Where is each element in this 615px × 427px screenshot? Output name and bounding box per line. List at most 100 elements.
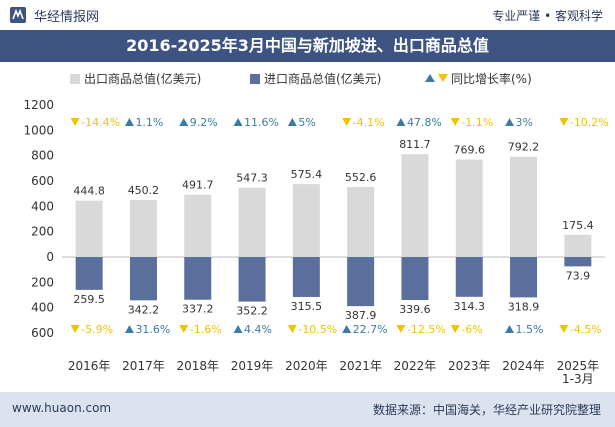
export-growth-label: -1.1% bbox=[461, 116, 493, 129]
legend-growth-label: 同比增长率(%) bbox=[451, 72, 532, 86]
legend: 出口商品总值(亿美元) 进口商品总值(亿美元) 同比增长率(%) bbox=[0, 66, 615, 90]
export-growth-arrow-icon bbox=[559, 118, 569, 126]
import-growth-label: 4.4% bbox=[244, 323, 272, 336]
legend-export-label: 出口商品总值(亿美元) bbox=[84, 72, 202, 86]
export-value-label: 450.2 bbox=[128, 184, 160, 197]
y-tick-label: 800 bbox=[31, 149, 54, 163]
export-growth-label: -10.2% bbox=[570, 116, 609, 129]
top-bar: 华经情报网 专业严谨 • 客观科学 bbox=[0, 0, 615, 30]
import-value-label: 342.2 bbox=[128, 303, 160, 316]
export-bar bbox=[238, 187, 266, 257]
import-bar bbox=[184, 257, 212, 300]
export-value-label: 575.4 bbox=[291, 168, 323, 181]
import-value-label: 314.3 bbox=[454, 300, 486, 313]
export-value-label: 769.6 bbox=[454, 144, 486, 157]
import-growth-label: -12.5% bbox=[407, 323, 446, 336]
import-growth-label: -10.5% bbox=[298, 323, 337, 336]
footer-source: 数据来源：中国海关，华经产业研究院整理 bbox=[372, 403, 601, 417]
export-bar bbox=[184, 194, 212, 257]
import-growth-arrow-icon bbox=[179, 325, 189, 333]
import-value-label: 318.9 bbox=[508, 300, 540, 313]
x-tick-label: 2019年 bbox=[231, 359, 274, 373]
export-growth-label: 3% bbox=[516, 116, 533, 129]
x-tick-label: 2020年 bbox=[285, 359, 328, 373]
import-bar bbox=[75, 257, 103, 290]
x-tick-label: 2025年 bbox=[557, 359, 600, 373]
legend-import-swatch bbox=[250, 74, 260, 84]
import-bar bbox=[292, 257, 320, 297]
export-growth-arrow-icon bbox=[396, 118, 406, 126]
import-bar bbox=[455, 257, 483, 297]
footer: www.huaon.com 数据来源：中国海关，华经产业研究院整理 bbox=[0, 392, 615, 427]
export-growth-arrow-icon bbox=[505, 118, 515, 126]
export-value-label: 552.6 bbox=[345, 171, 377, 184]
x-tick-label: 2024年 bbox=[502, 359, 545, 373]
import-growth-label: -4.5% bbox=[570, 323, 602, 336]
export-value-label: 444.8 bbox=[73, 185, 105, 198]
import-value-label: 352.2 bbox=[236, 305, 268, 318]
import-value-label: 315.5 bbox=[291, 300, 323, 313]
y-tick-label: 400 bbox=[31, 199, 54, 213]
y-tick-label: 200 bbox=[31, 225, 54, 239]
export-growth-label: -4.1% bbox=[353, 116, 385, 129]
export-growth-arrow-icon bbox=[342, 118, 352, 126]
export-value-label: 175.4 bbox=[562, 219, 594, 232]
export-bar bbox=[564, 234, 592, 257]
export-growth-arrow-icon bbox=[124, 118, 134, 126]
brand-name: 华经情报网 bbox=[34, 10, 100, 25]
import-growth-arrow-icon bbox=[505, 325, 515, 333]
x-tick-label: 2016年 bbox=[68, 359, 111, 373]
export-growth-label: 9.2% bbox=[190, 116, 218, 129]
export-growth-label: 1.1% bbox=[135, 116, 163, 129]
x-tick-label: 2023年 bbox=[448, 359, 491, 373]
export-bar bbox=[129, 199, 157, 257]
export-growth-arrow-icon bbox=[179, 118, 189, 126]
x-tick-label: 1-3月 bbox=[562, 372, 594, 386]
export-value-label: 547.3 bbox=[236, 172, 268, 185]
legend-export-swatch bbox=[70, 74, 80, 84]
y-tick-label: 1000 bbox=[23, 123, 54, 137]
y-tick-label: 0 bbox=[46, 250, 54, 264]
chart-plot: 1200 1000 800 600 400 200 0 200 400 600 444.8 259.5… bbox=[23, 98, 609, 386]
legend-down-icon bbox=[438, 74, 448, 82]
export-growth-label: 11.6% bbox=[244, 116, 279, 129]
import-growth-arrow-icon bbox=[396, 325, 406, 333]
export-value-label: 811.7 bbox=[399, 138, 431, 151]
x-tick-label: 2021年 bbox=[339, 359, 382, 373]
logo-icon bbox=[10, 7, 26, 23]
x-tick-label: 2022年 bbox=[394, 359, 437, 373]
import-growth-label: 31.6% bbox=[135, 323, 170, 336]
y-tick-label: 400 bbox=[31, 301, 54, 315]
import-growth-arrow-icon bbox=[342, 325, 352, 333]
import-growth-arrow-icon bbox=[287, 325, 297, 333]
import-bar bbox=[238, 257, 266, 302]
y-tick-label: 600 bbox=[31, 326, 54, 340]
tagline: 专业严谨 • 客观科学 bbox=[492, 9, 603, 23]
chart-title: 2016-2025年3月中国与新加坡进、出口商品总值 bbox=[0, 30, 615, 62]
import-value-label: 387.9 bbox=[345, 309, 377, 322]
export-bar bbox=[455, 159, 483, 257]
footer-url: www.huaon.com bbox=[12, 401, 112, 415]
export-growth-arrow-icon bbox=[287, 118, 297, 126]
y-tick-label: 600 bbox=[31, 174, 54, 188]
export-growth-label: 47.8% bbox=[407, 116, 442, 129]
legend-growth: 同比增长率(%) bbox=[425, 70, 532, 87]
export-growth-label: -14.4% bbox=[81, 116, 120, 129]
import-bar bbox=[129, 257, 157, 301]
import-bar bbox=[401, 257, 429, 301]
import-growth-label: 1.5% bbox=[516, 323, 544, 336]
import-growth-arrow-icon bbox=[450, 325, 460, 333]
import-value-label: 259.5 bbox=[73, 293, 105, 306]
export-value-label: 792.2 bbox=[508, 141, 540, 154]
x-tick-label: 2017年 bbox=[122, 359, 165, 373]
y-tick-label: 200 bbox=[31, 275, 54, 289]
export-growth-label: 5% bbox=[298, 116, 315, 129]
export-bar bbox=[347, 187, 375, 257]
export-growth-arrow-icon bbox=[70, 118, 80, 126]
export-bar bbox=[510, 156, 538, 257]
export-bar bbox=[292, 184, 320, 257]
import-growth-label: -1.6% bbox=[190, 323, 222, 336]
legend-import: 进口商品总值(亿美元) bbox=[250, 70, 381, 87]
import-value-label: 339.6 bbox=[399, 303, 431, 316]
import-growth-label: 22.7% bbox=[353, 323, 388, 336]
